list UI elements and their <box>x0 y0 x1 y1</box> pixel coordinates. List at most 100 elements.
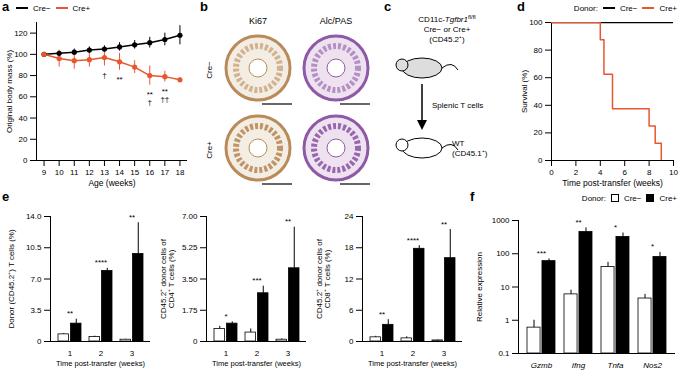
svg-text:*: * <box>224 312 227 321</box>
svg-text:Survival (%): Survival (%) <box>520 70 529 113</box>
svg-text:Time post-transfer (weeks): Time post-transfer (weeks) <box>56 359 145 368</box>
svg-text:***: *** <box>537 249 546 258</box>
svg-text:**: ** <box>67 309 73 318</box>
svg-text:Cre+: Cre+ <box>205 141 214 159</box>
svg-text:2: 2 <box>574 168 579 177</box>
svg-text:40: 40 <box>19 114 28 123</box>
svg-text:**: ** <box>129 213 135 222</box>
svg-text:0: 0 <box>37 337 42 346</box>
svg-text:**: ** <box>575 218 581 227</box>
svg-text:0: 0 <box>193 337 198 346</box>
svg-text:3: 3 <box>442 349 447 358</box>
svg-text:20: 20 <box>534 128 543 137</box>
svg-text:****: **** <box>407 236 419 245</box>
svg-text:Original body mass (%): Original body mass (%) <box>5 50 14 133</box>
svg-text:**: ** <box>441 220 447 229</box>
svg-text:100: 100 <box>14 50 28 59</box>
svg-text:12: 12 <box>345 275 354 284</box>
svg-text:****: **** <box>95 258 107 267</box>
svg-text:(CD45.1⁺): (CD45.1⁺) <box>452 149 488 158</box>
svg-text:18: 18 <box>345 243 354 252</box>
svg-text:WT: WT <box>452 139 465 148</box>
svg-text:3: 3 <box>130 349 135 358</box>
svg-text:100: 100 <box>496 249 510 258</box>
svg-text:5.25: 5.25 <box>182 243 198 252</box>
svg-text:6: 6 <box>349 306 354 315</box>
svg-text:0: 0 <box>23 156 28 165</box>
svg-text:80: 80 <box>534 46 543 55</box>
svg-text:7.0: 7.0 <box>30 275 42 284</box>
svg-text:*: * <box>614 223 617 232</box>
svg-text:***: *** <box>252 276 261 285</box>
svg-text:12: 12 <box>85 168 94 177</box>
svg-text:20: 20 <box>19 135 28 144</box>
svg-text:60: 60 <box>534 73 543 82</box>
svg-text:2: 2 <box>255 349 260 358</box>
svg-text:1: 1 <box>224 349 229 358</box>
svg-text:Time post-transfer (weeks): Time post-transfer (weeks) <box>368 359 457 368</box>
svg-text:†: † <box>102 71 106 80</box>
svg-text:18: 18 <box>175 168 184 177</box>
svg-text:Alc/PAS: Alc/PAS <box>320 16 352 26</box>
svg-text:24: 24 <box>345 212 354 221</box>
svg-text:**: ** <box>379 310 385 319</box>
svg-text:14: 14 <box>115 168 124 177</box>
svg-text:Cre− or Cre+: Cre− or Cre+ <box>424 25 471 34</box>
svg-text:2: 2 <box>99 349 104 358</box>
svg-text:1000: 1000 <box>492 216 510 225</box>
svg-text:Splenic T cells: Splenic T cells <box>432 101 483 110</box>
svg-text:CD45.2⁺ donor cells ofCD4⁺ T c: CD45.2⁺ donor cells ofCD4⁺ T cells (%) <box>159 238 176 319</box>
svg-text:Time post-transfer (weeks): Time post-transfer (weeks) <box>212 359 301 368</box>
svg-text:10.5: 10.5 <box>26 243 42 252</box>
svg-text:4: 4 <box>598 168 603 177</box>
svg-text:100: 100 <box>529 18 543 27</box>
svg-text:10: 10 <box>55 168 64 177</box>
svg-text:10: 10 <box>501 283 510 292</box>
svg-text:0: 0 <box>538 156 543 165</box>
svg-text:1: 1 <box>380 349 385 358</box>
svg-text:Gzmb: Gzmb <box>531 361 553 370</box>
svg-text:1: 1 <box>505 316 510 325</box>
svg-text:3.50: 3.50 <box>182 275 198 284</box>
svg-text:**: ** <box>285 217 291 226</box>
svg-text:3.5: 3.5 <box>30 306 42 315</box>
svg-text:Donor (CD45.2⁺) T cells (%): Donor (CD45.2⁺) T cells (%) <box>7 229 16 329</box>
svg-text:8: 8 <box>647 168 652 177</box>
svg-text:Ifng: Ifng <box>572 361 586 370</box>
svg-text:17: 17 <box>160 168 169 177</box>
svg-text:14.0: 14.0 <box>26 212 42 221</box>
svg-text:16: 16 <box>145 168 154 177</box>
svg-text:40: 40 <box>534 101 543 110</box>
svg-text:0: 0 <box>549 168 554 177</box>
svg-text:CD11c-Tgfbr1fl/fl: CD11c-Tgfbr1fl/fl <box>418 14 475 24</box>
svg-text:2: 2 <box>411 349 416 358</box>
svg-text:Age (weeks): Age (weeks) <box>88 178 135 188</box>
svg-text:120: 120 <box>14 29 28 38</box>
svg-text:Relative expression: Relative expression <box>475 252 484 322</box>
svg-text:1: 1 <box>68 349 73 358</box>
svg-text:CD45.2⁺ donor cells ofCD8⁺ T c: CD45.2⁺ donor cells ofCD8⁺ T cells (%) <box>315 238 332 319</box>
svg-text:††: †† <box>160 95 169 104</box>
svg-text:(CD45.2⁺): (CD45.2⁺) <box>429 35 465 44</box>
svg-text:†: † <box>148 98 152 107</box>
svg-text:9: 9 <box>42 168 47 177</box>
svg-text:0.1: 0.1 <box>498 349 510 358</box>
svg-text:60: 60 <box>19 92 28 101</box>
svg-text:*: * <box>651 242 654 251</box>
svg-text:80: 80 <box>19 71 28 80</box>
svg-text:Nos2: Nos2 <box>643 361 662 370</box>
svg-text:6: 6 <box>622 168 627 177</box>
svg-text:0: 0 <box>349 337 354 346</box>
svg-text:Time post-transfer (weeks): Time post-transfer (weeks) <box>562 178 663 188</box>
svg-text:1.75: 1.75 <box>182 306 198 315</box>
svg-text:Ki67: Ki67 <box>249 16 267 26</box>
svg-text:7.00: 7.00 <box>182 212 198 221</box>
svg-text:13: 13 <box>100 168 109 177</box>
svg-text:Tnfa: Tnfa <box>607 361 624 370</box>
svg-text:11: 11 <box>70 168 79 177</box>
svg-text:15: 15 <box>130 168 139 177</box>
svg-text:10: 10 <box>669 168 678 177</box>
svg-text:Cre−: Cre− <box>205 61 214 79</box>
svg-text:**: ** <box>116 75 122 84</box>
svg-text:3: 3 <box>286 349 291 358</box>
